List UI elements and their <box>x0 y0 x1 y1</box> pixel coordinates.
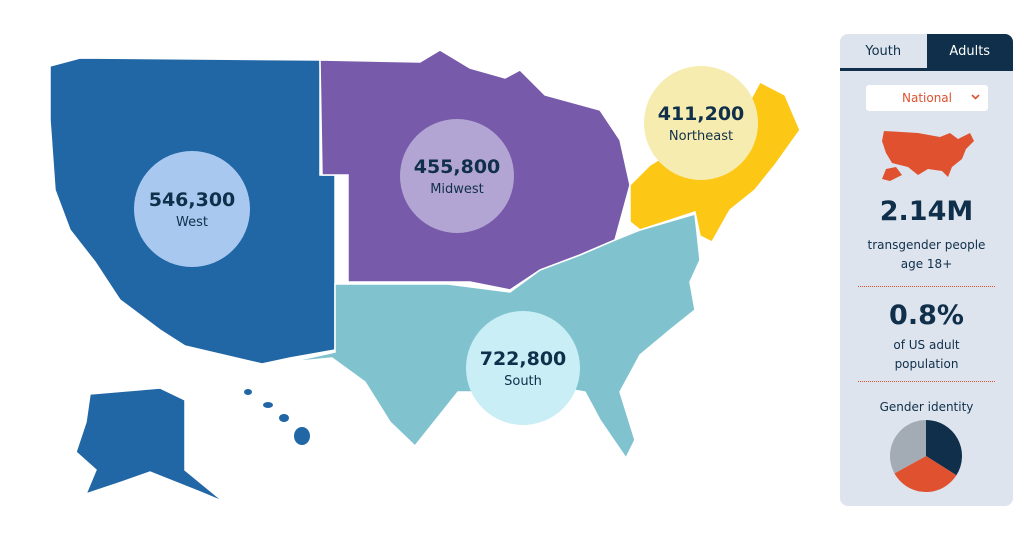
pie-title: Gender identity <box>879 400 974 414</box>
region-name: South <box>504 374 542 389</box>
bubble <box>134 151 250 267</box>
region-name: Northeast <box>669 129 733 144</box>
pie-slice <box>926 420 962 476</box>
pie-chart <box>890 420 962 492</box>
bubble <box>644 66 758 180</box>
hawaii[interactable] <box>244 389 310 445</box>
region-bubbles: 546,300 West 455,800 Midwest 411,200 Nor… <box>134 66 758 425</box>
us-icon <box>882 131 974 181</box>
region-value: 411,200 <box>658 103 745 125</box>
bubble <box>466 311 580 425</box>
tab[interactable]: Adults <box>926 34 1013 68</box>
tab[interactable]: Youth <box>865 43 902 59</box>
separator <box>858 381 995 382</box>
dropdown[interactable]: National <box>866 85 988 111</box>
region-value: 455,800 <box>414 156 501 178</box>
region-value: 722,800 <box>480 348 567 370</box>
bubble <box>400 119 514 233</box>
region-name: Midwest <box>430 182 484 197</box>
alaska[interactable] <box>75 387 225 503</box>
side-panel: Youth Adults National 2.14M transgender … <box>840 34 1013 506</box>
stat-label: of US adult population <box>893 338 960 371</box>
pie-slice <box>894 456 957 492</box>
us-map: 546,300 West 455,800 Midwest 411,200 Nor… <box>49 49 801 503</box>
tabs: Youth Adults <box>840 34 1013 71</box>
chevron <box>971 94 980 100</box>
stat-value: 2.14M <box>879 196 974 227</box>
stat-value: 0.8% <box>889 300 964 331</box>
dropdown-value: National <box>901 91 952 105</box>
pie-slice <box>890 420 926 474</box>
region-value: 546,300 <box>149 189 236 211</box>
region-name: West <box>176 215 208 230</box>
stat-label: transgender people age 18+ <box>867 238 986 271</box>
separator <box>858 286 995 287</box>
